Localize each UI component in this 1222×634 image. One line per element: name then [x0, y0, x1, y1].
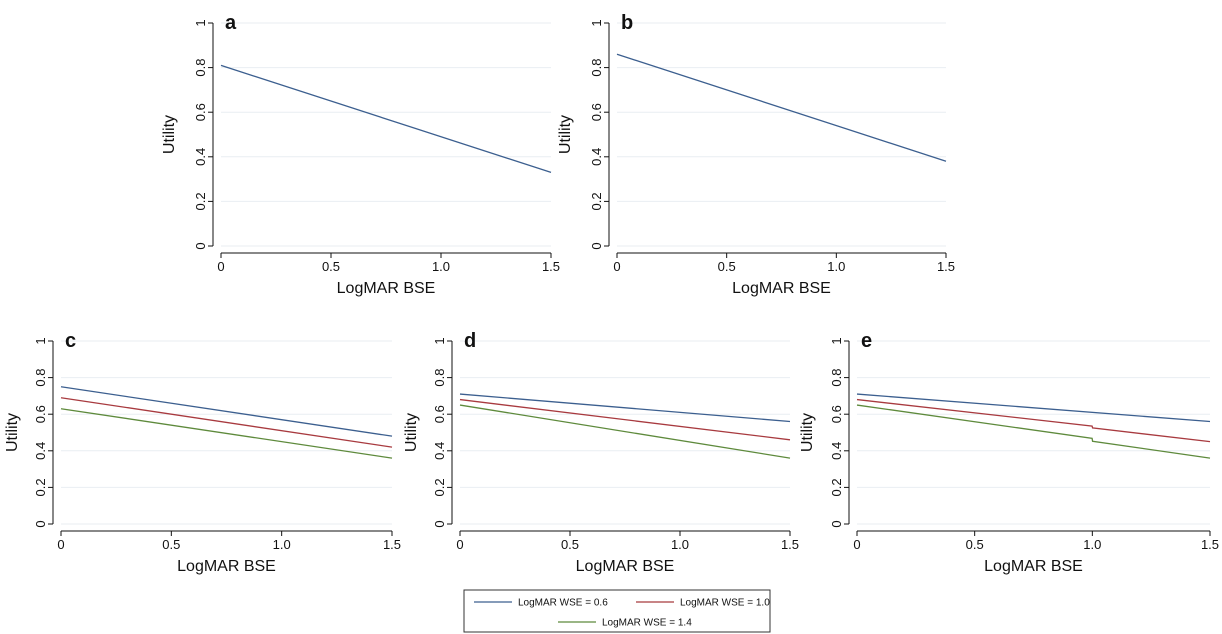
y-axis-title: Utility: [799, 413, 816, 452]
y-axis-title: Utility: [557, 115, 574, 154]
y-tick-label: 1: [432, 337, 447, 344]
x-tick-label: 1.5: [542, 259, 560, 274]
x-tick-label: 0: [57, 537, 64, 552]
series-line-wse-0-6: [856, 393, 1211, 423]
series-line-wse-0-6: [459, 393, 791, 423]
x-tick-label: 1.0: [827, 259, 845, 274]
y-tick-label: 0.4: [432, 442, 447, 460]
series-line-wse-1-4: [459, 404, 791, 459]
y-tick-label: 0.2: [589, 192, 604, 210]
x-tick-label: 1.5: [383, 537, 401, 552]
x-tick-label: 1.0: [432, 259, 450, 274]
x-tick-label: 0: [456, 537, 463, 552]
y-tick-label: 0.4: [33, 442, 48, 460]
x-tick-label: 0.5: [322, 259, 340, 274]
legend: LogMAR WSE = 0.6 LogMAR WSE = 1.0 LogMAR…: [463, 589, 771, 633]
series-line-wse-1-0: [856, 398, 1211, 443]
y-tick-label: 0.6: [589, 103, 604, 121]
x-tick-label: 0: [853, 537, 860, 552]
legend-box: [463, 589, 771, 633]
y-tick-label: 0.2: [829, 478, 844, 496]
y-tick-label: 0.4: [829, 442, 844, 460]
panel-label: e: [861, 330, 872, 352]
series-line-wse-1-0: [60, 397, 393, 448]
x-tick-label: 1.5: [937, 259, 955, 274]
chart-panel-d: 0 0.2 0.4 0.6 0.8 1 0 0.5 1.0 1.5 LogMAR BSE Utilit…: [403, 330, 799, 575]
x-tick-label: 0.5: [966, 537, 984, 552]
panel-label: c: [65, 330, 76, 352]
series-line-wse-1-4: [856, 404, 1211, 459]
x-axis-title: LogMAR BSE: [576, 558, 675, 575]
chart-panel-e: 0 0.2 0.4 0.6 0.8 1 0 0.5 1.0 1.5 LogMAR BSE Utilit…: [799, 330, 1219, 575]
chart-panels: 0 0.2 0.4 0.6 0.8 1 0 0.5 1.0 1.5 LogMAR BSE Utilit…: [4, 12, 1219, 575]
y-tick-label: 0.6: [829, 405, 844, 423]
y-tick-label: 0.6: [432, 405, 447, 423]
panel-label: a: [225, 12, 237, 34]
x-tick-label: 0: [613, 259, 620, 274]
x-axis-title: LogMAR BSE: [732, 280, 831, 297]
x-tick-label: 1.0: [671, 537, 689, 552]
x-axis-title: LogMAR BSE: [984, 558, 1083, 575]
y-tick-label: 0.8: [589, 59, 604, 77]
series-line-wse-1-4: [60, 408, 393, 459]
y-axis-title: Utility: [4, 413, 21, 452]
y-tick-label: 0.4: [193, 148, 208, 166]
series-line-wse-0-6: [220, 64, 552, 174]
y-tick-label: 0: [193, 242, 208, 249]
x-tick-label: 0.5: [561, 537, 579, 552]
y-tick-label: 0.8: [829, 369, 844, 387]
y-tick-label: 1: [33, 337, 48, 344]
y-tick-label: 0: [829, 520, 844, 527]
legend-label-wse-1-0: LogMAR WSE = 1.0: [680, 598, 770, 609]
y-tick-label: 0.6: [193, 103, 208, 121]
x-tick-label: 0: [217, 259, 224, 274]
x-tick-label: 1.0: [1083, 537, 1101, 552]
y-tick-label: 1: [829, 337, 844, 344]
y-tick-label: 0: [33, 520, 48, 527]
y-tick-label: 0.8: [432, 369, 447, 387]
x-axis-title: LogMAR BSE: [177, 558, 276, 575]
y-axis-title: Utility: [403, 413, 420, 452]
chart-panel-b: 0 0.2 0.4 0.6 0.8 1 0 0.5 1.0 1.5 LogMAR BSE Utilit…: [557, 12, 955, 297]
x-tick-label: 1.5: [781, 537, 799, 552]
panel-label: d: [464, 330, 476, 352]
y-tick-label: 1: [193, 19, 208, 26]
y-tick-label: 1: [589, 19, 604, 26]
chart-panel-a: 0 0.2 0.4 0.6 0.8 1 0 0.5 1.0 1.5 LogMAR BSE Utilit…: [161, 12, 560, 297]
x-axis-title: LogMAR BSE: [337, 280, 436, 297]
x-tick-label: 0.5: [718, 259, 736, 274]
x-tick-label: 1.5: [1201, 537, 1219, 552]
series-line-wse-1-0: [459, 398, 791, 441]
chart-panel-c: 0 0.2 0.4 0.6 0.8 1 0 0.5 1.0 1.5 LogMAR BSE Utilit…: [4, 330, 401, 575]
series-line-wse-0-6: [60, 386, 393, 437]
y-tick-label: 0: [589, 242, 604, 249]
y-tick-label: 0.2: [432, 478, 447, 496]
legend-label-wse-0-6: LogMAR WSE = 0.6: [518, 598, 608, 609]
y-tick-label: 0.6: [33, 405, 48, 423]
series-line-wse-0-6: [616, 53, 947, 162]
y-tick-label: 0.4: [589, 148, 604, 166]
y-tick-label: 0: [432, 520, 447, 527]
x-tick-label: 0.5: [162, 537, 180, 552]
panel-label: b: [621, 12, 633, 34]
legend-label-wse-1-4: LogMAR WSE = 1.4: [602, 618, 692, 629]
y-tick-label: 0.2: [193, 192, 208, 210]
y-tick-label: 0.8: [193, 59, 208, 77]
y-tick-label: 0.2: [33, 478, 48, 496]
x-tick-label: 1.0: [273, 537, 291, 552]
y-tick-label: 0.8: [33, 369, 48, 387]
y-axis-title: Utility: [161, 115, 178, 154]
